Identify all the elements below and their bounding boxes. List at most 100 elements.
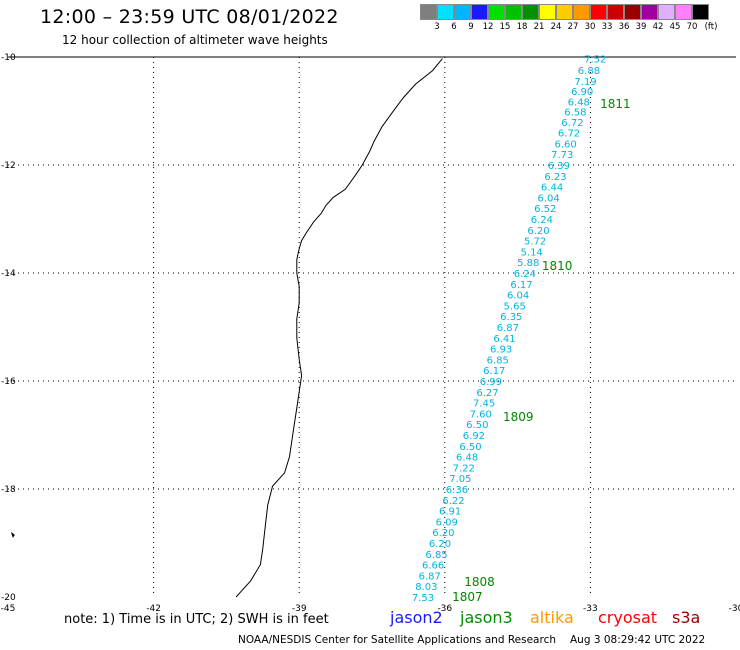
legend-tick-label: 30 [584,22,596,32]
swh-value-label: 5.14 [521,247,543,258]
swh-value-label: 7.73 [551,150,573,161]
swh-value-label: 6.72 [558,129,580,140]
swh-value-label: 6.04 [507,291,529,302]
x-tick-label: -39 [292,604,307,614]
swh-value-label: 6.48 [456,453,478,464]
legend-tick-label: 18 [516,22,528,32]
satellite-cryosat: cryosat [598,608,658,627]
swh-value-label: 6.52 [534,204,556,215]
pass-hour-label: 1809 [503,410,534,424]
swh-value-label: 6.91 [439,507,461,518]
legend-swatch [641,4,658,20]
swh-value-label: 6.41 [493,334,515,345]
legend-swatch [675,4,692,20]
map-title: 12:00 – 23:59 UTC 08/01/2022 [40,6,339,28]
swh-value-label: 6.09 [436,517,458,528]
swh-value-label: 6.87 [419,571,441,582]
legend-tick-label: 33 [601,22,613,32]
swh-value-label: 7.45 [473,399,495,410]
pass-hour-label: 1808 [464,575,495,589]
swh-value-label: 6.93 [490,345,512,356]
swh-value-label: 7.22 [453,463,475,474]
legend-tick-label: 3 [434,22,440,32]
legend-swatch [454,4,471,20]
swh-value-label: 6.85 [487,355,509,366]
x-tick-label: -33 [583,604,598,614]
legend-swatch [505,4,522,20]
swh-value-label: 6.17 [510,280,532,291]
legend-tick-label: 24 [550,22,562,32]
legend-tick-label: 42 [652,22,664,32]
legend-tick-label: 39 [635,22,647,32]
legend-unit: (ft) [704,22,718,32]
x-tick-label: -42 [146,604,161,614]
legend-swatch [522,4,539,20]
swh-value-label: 7.05 [449,474,471,485]
swh-value-label: 7.19 [574,77,596,88]
legend-swatch [539,4,556,20]
legend-swatch [420,4,437,20]
legend-swatch [556,4,573,20]
swh-value-label: 7.53 [412,593,434,604]
legend-tick-label: 15 [499,22,511,32]
satellite-jason3: jason3 [460,608,513,627]
legend-tick-label: 70 [686,22,698,32]
y-tick-label: -16 [1,377,16,387]
swh-value-label: 6.99 [480,377,502,388]
legend-swatch [658,4,675,20]
legend-tick-label: 6 [451,22,457,32]
swh-value-label: 6.27 [476,388,498,399]
legend-tick-label: 45 [669,22,681,32]
generated-timestamp: Aug 3 08:29:42 UTC 2022 [570,634,706,646]
x-tick-label: -45 [1,604,16,614]
swh-value-label: 6.20 [432,528,454,539]
swh-value-label: 6.23 [544,172,566,183]
swh-value-label: 7.52 [584,55,606,66]
swh-value-label: 5.65 [504,301,526,312]
grid-lines [8,56,736,597]
legend-swatch [488,4,505,20]
swh-value-label: 6.20 [527,226,549,237]
swh-value-label: 7.60 [470,409,492,420]
swh-value-label: 6.90 [571,87,593,98]
swh-value-label: 5.88 [517,258,539,269]
satellite-altika: altika [530,608,574,627]
legend-swatches [420,4,736,20]
swh-value-label: 6.24 [531,215,553,226]
swh-value-label: 6.58 [564,108,586,119]
pass-hour-label: 1807 [452,590,483,604]
pass-hour-label: 1810 [542,259,573,273]
swh-value-label: 8.03 [415,582,437,593]
swh-value-label: 6.36 [446,485,468,496]
coastline-path [235,58,443,598]
swh-value-label: 6.24 [514,269,536,280]
y-tick-label: -12 [1,161,16,171]
footer-credit: NOAA/NESDIS Center for Satellite Applica… [238,634,705,646]
y-tick-label: -14 [1,269,16,279]
legend-swatch [471,4,488,20]
coastline [10,58,443,598]
swh-value-label: 6.88 [578,66,600,77]
map-subtitle: 12 hour collection of altimeter wave hei… [62,33,328,47]
legend-swatch [607,4,624,20]
legend-tick-label: 12 [482,22,494,32]
swh-value-label: 5.72 [524,237,546,248]
axis-labels: -45 -42 -39 -36 -33 -30 -10 -12 -14 -16 -18 -20 [1,53,740,614]
swh-value-label: 6.87 [497,323,519,334]
swh-value-label: 6.50 [466,420,488,431]
swh-value-label: 6.48 [568,97,590,108]
color-scale-legend: 3 6 9 12 15 18 21 24 27 30 33 36 39 42 45 70 (ft) [420,4,736,36]
legend-ticks: 3 6 9 12 15 18 21 24 27 30 33 36 39 42 45 70 (ft) [420,20,736,34]
swh-value-label: 6.60 [555,139,577,150]
legend-tick-label: 27 [567,22,579,32]
legend-tick-label: 36 [618,22,630,32]
legend-swatch [624,4,641,20]
coastal-island [10,531,15,538]
footer-note: note: 1) Time is in UTC; 2) SWH is in fe… [64,612,329,627]
swh-value-label: 6.39 [548,161,570,172]
y-tick-label: -18 [1,485,16,495]
y-tick-label: -20 [1,593,16,603]
swh-value-label: 6.44 [541,183,563,194]
